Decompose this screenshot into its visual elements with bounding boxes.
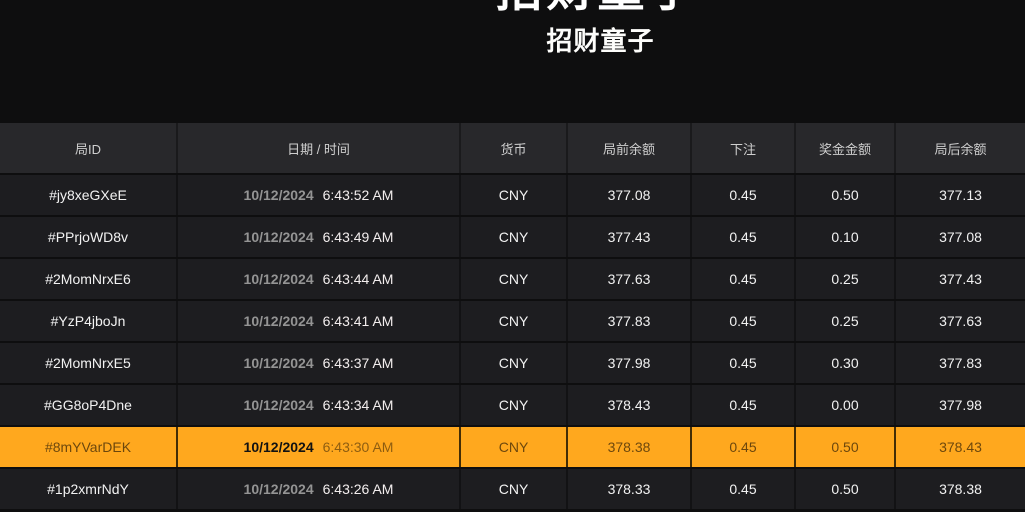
currency-cell: CNY [459, 343, 566, 383]
time-text: 6:43:26 AM [322, 481, 394, 497]
game-id-cell: #2MomNrxE5 [0, 343, 176, 383]
bet-cell: 0.45 [690, 217, 794, 257]
bet-cell: 0.45 [690, 385, 794, 425]
bet-cell: 0.45 [690, 259, 794, 299]
date-text: 10/12/2024 [243, 313, 314, 329]
date-text: 10/12/2024 [243, 187, 314, 203]
table-row[interactable]: #PPrjoWD8v 10/12/2024 6:43:49 AM CNY 377… [0, 217, 1025, 257]
table-header: 局ID 日期 / 时间 货币 局前余额 下注 奖金金额 局后余额 [0, 123, 1025, 173]
time-text: 6:43:34 AM [322, 397, 394, 413]
currency-cell: CNY [459, 217, 566, 257]
balance-after-cell: 378.38 [894, 469, 1025, 509]
win-amount-cell: 0.00 [794, 385, 894, 425]
column-header: 局前余额 [566, 123, 690, 173]
time-text: 6:43:52 AM [322, 187, 394, 203]
balance-after-cell: 378.43 [894, 427, 1025, 467]
date-text: 10/12/2024 [243, 271, 314, 287]
balance-before-cell: 377.98 [566, 343, 690, 383]
win-amount-cell: 0.25 [794, 301, 894, 341]
currency-cell: CNY [459, 301, 566, 341]
time-text: 6:43:49 AM [322, 229, 394, 245]
game-id-cell: #1p2xmrNdY [0, 469, 176, 509]
currency-cell: CNY [459, 469, 566, 509]
bet-cell: 0.45 [690, 343, 794, 383]
game-id-cell: #8mYVarDEK [0, 427, 176, 467]
column-header: 局ID [0, 123, 176, 173]
balance-after-cell: 377.08 [894, 217, 1025, 257]
balance-after-cell: 377.83 [894, 343, 1025, 383]
currency-cell: CNY [459, 427, 566, 467]
time-text: 6:43:37 AM [322, 355, 394, 371]
date-time-cell: 10/12/2024 6:43:52 AM [176, 175, 459, 215]
currency-cell: CNY [459, 385, 566, 425]
bet-cell: 0.45 [690, 469, 794, 509]
balance-before-cell: 378.43 [566, 385, 690, 425]
game-id-cell: #jy8xeGXeE [0, 175, 176, 215]
table-row[interactable]: #2MomNrxE6 10/12/2024 6:43:44 AM CNY 377… [0, 259, 1025, 299]
column-header: 货币 [459, 123, 566, 173]
win-amount-cell: 0.30 [794, 343, 894, 383]
time-text: 6:43:41 AM [322, 313, 394, 329]
date-time-cell: 10/12/2024 6:43:34 AM [176, 385, 459, 425]
balance-after-cell: 377.43 [894, 259, 1025, 299]
date-time-cell: 10/12/2024 6:43:30 AM [176, 427, 459, 467]
table-row[interactable]: #2MomNrxE5 10/12/2024 6:43:37 AM CNY 377… [0, 343, 1025, 383]
balance-before-cell: 378.33 [566, 469, 690, 509]
banner: 招财童子 招财童子 [0, 0, 1025, 123]
balance-before-cell: 378.38 [566, 427, 690, 467]
balance-after-cell: 377.98 [894, 385, 1025, 425]
game-title: 招财童子 [546, 26, 655, 56]
date-text: 10/12/2024 [243, 229, 314, 245]
game-logo-clipped: 招财童子 [496, 0, 700, 14]
balance-after-cell: 377.63 [894, 301, 1025, 341]
bet-cell: 0.45 [690, 175, 794, 215]
game-id-cell: #2MomNrxE6 [0, 259, 176, 299]
date-time-cell: 10/12/2024 6:43:44 AM [176, 259, 459, 299]
balance-before-cell: 377.43 [566, 217, 690, 257]
date-time-cell: 10/12/2024 6:43:49 AM [176, 217, 459, 257]
game-id-cell: #PPrjoWD8v [0, 217, 176, 257]
bet-cell: 0.45 [690, 427, 794, 467]
table-row[interactable]: #8mYVarDEK 10/12/2024 6:43:30 AM CNY 378… [0, 427, 1025, 467]
column-header: 局后余额 [894, 123, 1025, 173]
table-row[interactable]: #1p2xmrNdY 10/12/2024 6:43:26 AM CNY 378… [0, 469, 1025, 509]
time-text: 6:43:30 AM [322, 439, 394, 455]
win-amount-cell: 0.25 [794, 259, 894, 299]
win-amount-cell: 0.10 [794, 217, 894, 257]
currency-cell: CNY [459, 259, 566, 299]
game-id-cell: #YzP4jboJn [0, 301, 176, 341]
balance-before-cell: 377.83 [566, 301, 690, 341]
time-text: 6:43:44 AM [322, 271, 394, 287]
column-header: 下注 [690, 123, 794, 173]
balance-before-cell: 377.08 [566, 175, 690, 215]
date-time-cell: 10/12/2024 6:43:37 AM [176, 343, 459, 383]
balance-before-cell: 377.63 [566, 259, 690, 299]
table-row[interactable]: #jy8xeGXeE 10/12/2024 6:43:52 AM CNY 377… [0, 175, 1025, 215]
balance-after-cell: 377.13 [894, 175, 1025, 215]
column-header: 日期 / 时间 [176, 123, 459, 173]
win-amount-cell: 0.50 [794, 469, 894, 509]
win-amount-cell: 0.50 [794, 427, 894, 467]
table-row[interactable]: #GG8oP4Dne 10/12/2024 6:43:34 AM CNY 378… [0, 385, 1025, 425]
date-text: 10/12/2024 [243, 481, 314, 497]
date-time-cell: 10/12/2024 6:43:26 AM [176, 469, 459, 509]
history-table: 局ID 日期 / 时间 货币 局前余额 下注 奖金金额 局后余额 #jy8xeGXeE 10… [0, 123, 1025, 509]
table-body: #jy8xeGXeE 10/12/2024 6:43:52 AM CNY 377… [0, 175, 1025, 509]
date-text: 10/12/2024 [243, 355, 314, 371]
table-row[interactable]: #YzP4jboJn 10/12/2024 6:43:41 AM CNY 377… [0, 301, 1025, 341]
date-text: 10/12/2024 [243, 439, 314, 455]
bet-cell: 0.45 [690, 301, 794, 341]
game-id-cell: #GG8oP4Dne [0, 385, 176, 425]
column-header: 奖金金额 [794, 123, 894, 173]
win-amount-cell: 0.50 [794, 175, 894, 215]
currency-cell: CNY [459, 175, 566, 215]
date-time-cell: 10/12/2024 6:43:41 AM [176, 301, 459, 341]
date-text: 10/12/2024 [243, 397, 314, 413]
